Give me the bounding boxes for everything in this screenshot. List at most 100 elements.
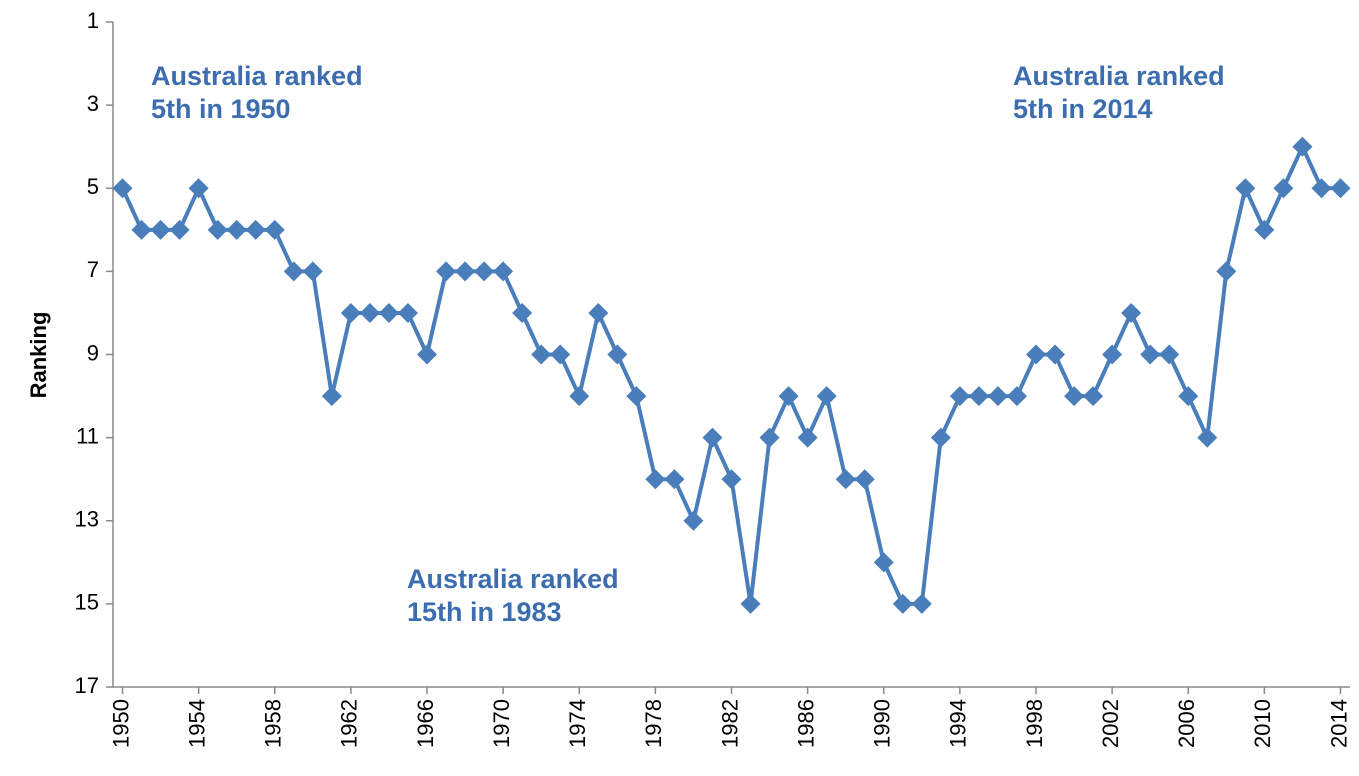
data-point <box>1045 344 1066 365</box>
y-tick-label: 17 <box>75 673 99 698</box>
data-point <box>131 219 152 240</box>
data-point <box>645 469 666 490</box>
x-tick-label: 2002 <box>1098 699 1123 748</box>
data-point <box>1102 344 1123 365</box>
series-line <box>120 141 1341 606</box>
x-tick-label: 2014 <box>1326 699 1351 748</box>
data-point <box>664 469 685 490</box>
data-point <box>169 219 190 240</box>
data-point <box>835 469 856 490</box>
y-tick-label: 15 <box>75 590 99 615</box>
annotation-line: 15th in 1983 <box>407 597 562 627</box>
data-point <box>987 386 1008 407</box>
y-axis-label: Ranking <box>26 312 51 399</box>
data-point <box>1140 344 1161 365</box>
data-point <box>283 261 304 282</box>
annotation: Australia ranked 5th in 2014 <box>1013 61 1225 124</box>
y-tick-label: 5 <box>87 174 99 199</box>
data-point <box>1292 136 1313 157</box>
y-tick-label: 7 <box>87 257 99 282</box>
data-point <box>378 302 399 323</box>
data-point <box>512 302 533 323</box>
data-point <box>1254 219 1275 240</box>
x-tick-label: 1974 <box>565 699 590 748</box>
y-tick-label: 1 <box>87 8 99 33</box>
data-point <box>493 261 514 282</box>
data-point <box>226 219 247 240</box>
x-tick-label: 1950 <box>108 699 133 748</box>
data-point <box>873 552 894 573</box>
data-point <box>721 469 742 490</box>
data-point <box>759 427 780 448</box>
data-point <box>607 344 628 365</box>
data-point <box>702 427 723 448</box>
data-point <box>797 427 818 448</box>
y-tick-label: 9 <box>87 340 99 365</box>
data-point <box>588 302 609 323</box>
data-point <box>1178 386 1199 407</box>
data-point <box>911 593 932 614</box>
data-point <box>1311 178 1332 199</box>
data-point <box>892 593 913 614</box>
data-point <box>1025 344 1046 365</box>
x-tick-label: 1978 <box>641 699 666 748</box>
data-point <box>1330 178 1351 199</box>
y-tick-label: 11 <box>76 423 99 448</box>
data-point <box>150 219 171 240</box>
data-point <box>188 178 209 199</box>
data-point <box>207 219 228 240</box>
y-tick-label: 3 <box>87 91 99 116</box>
data-point <box>550 344 571 365</box>
annotation-line: Australia ranked <box>151 61 363 91</box>
x-tick-label: 1990 <box>870 699 895 748</box>
data-point <box>1064 386 1085 407</box>
data-point <box>1216 261 1237 282</box>
data-point <box>1159 344 1180 365</box>
data-point <box>397 302 418 323</box>
data-point <box>626 386 647 407</box>
data-point <box>1235 178 1256 199</box>
data-point <box>112 178 133 199</box>
x-tick-label: 2006 <box>1174 699 1199 748</box>
data-point <box>683 510 704 531</box>
x-tick-label: 1998 <box>1022 699 1047 748</box>
data-point <box>569 386 590 407</box>
data-point <box>455 261 476 282</box>
data-point <box>359 302 380 323</box>
y-tick-label: 13 <box>75 507 99 532</box>
data-point <box>321 386 342 407</box>
data-point <box>1006 386 1027 407</box>
data-point <box>1197 427 1218 448</box>
x-tick-label: 1994 <box>946 699 971 748</box>
data-point <box>436 261 457 282</box>
data-point <box>854 469 875 490</box>
data-point <box>1121 302 1142 323</box>
data-point <box>417 344 438 365</box>
x-tick-label: 1982 <box>717 699 742 748</box>
data-point <box>968 386 989 407</box>
x-tick-label: 1970 <box>489 699 514 748</box>
data-point <box>1083 386 1104 407</box>
data-point <box>816 386 837 407</box>
data-point <box>264 219 285 240</box>
data-point <box>340 302 361 323</box>
annotation-line: 5th in 1950 <box>151 94 291 124</box>
x-tick-label: 1954 <box>184 699 209 748</box>
x-tick-label: 2010 <box>1250 699 1275 748</box>
annotation-line: Australia ranked <box>1013 61 1225 91</box>
data-point <box>245 219 266 240</box>
data-point <box>949 386 970 407</box>
x-tick-label: 1966 <box>413 699 438 748</box>
data-point <box>778 386 799 407</box>
x-tick-label: 1958 <box>261 699 286 748</box>
x-tick-label: 1986 <box>793 699 818 748</box>
data-point <box>531 344 552 365</box>
annotation-line: Australia ranked <box>407 564 619 594</box>
data-point <box>930 427 951 448</box>
data-point <box>740 593 761 614</box>
x-tick-label: 1962 <box>337 699 362 748</box>
data-point <box>1273 178 1294 199</box>
annotation: Australia ranked 15th in 1983 <box>407 564 619 627</box>
annotation-line: 5th in 2014 <box>1013 94 1153 124</box>
